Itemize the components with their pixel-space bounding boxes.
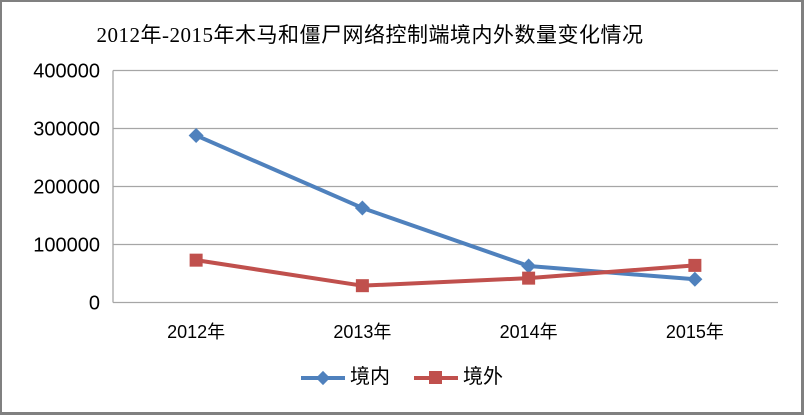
chart-title: 2012年-2015年木马和僵尸网络控制端境内外数量变化情况 (96, 23, 644, 47)
legend-item-overseas: 境外 (414, 367, 503, 387)
y-axis-tick-label: 100000 (33, 235, 100, 257)
y-axis-tick-label: 300000 (33, 119, 100, 141)
series-line-overseas (194, 258, 697, 288)
legend-label-domestic: 境内 (350, 366, 390, 388)
square-icon (429, 370, 442, 384)
chart-legend: 境内 境外 (0, 367, 804, 387)
data-point-overseas-2015年 (688, 258, 702, 272)
x-axis-category-label: 2014年 (500, 322, 558, 342)
y-axis-tick-label: 400000 (33, 61, 100, 83)
legend-item-domestic: 境内 (301, 367, 390, 387)
legend-label-overseas: 境外 (463, 366, 503, 388)
data-point-domestic-2013年 (354, 200, 370, 216)
y-axis-tick-label: 0 (89, 293, 100, 315)
x-axis-category-label: 2012年 (167, 322, 225, 342)
y-axis-tick-label: 200000 (33, 177, 100, 199)
data-point-overseas-2012年 (189, 253, 203, 267)
data-point-domestic-2014年 (521, 258, 537, 274)
legend-square-marker-icon (414, 370, 458, 385)
data-point-overseas-2013年 (355, 279, 369, 293)
x-axis-category-label: 2015年 (666, 322, 724, 342)
data-point-overseas-2014年 (522, 271, 536, 285)
data-point-domestic-2015年 (687, 271, 703, 287)
x-axis-category-label: 2013年 (333, 322, 391, 342)
series-line-domestic (194, 133, 697, 282)
diamond-icon (315, 370, 331, 385)
legend-diamond-marker-icon (301, 370, 345, 385)
data-point-domestic-2012年 (188, 127, 204, 143)
